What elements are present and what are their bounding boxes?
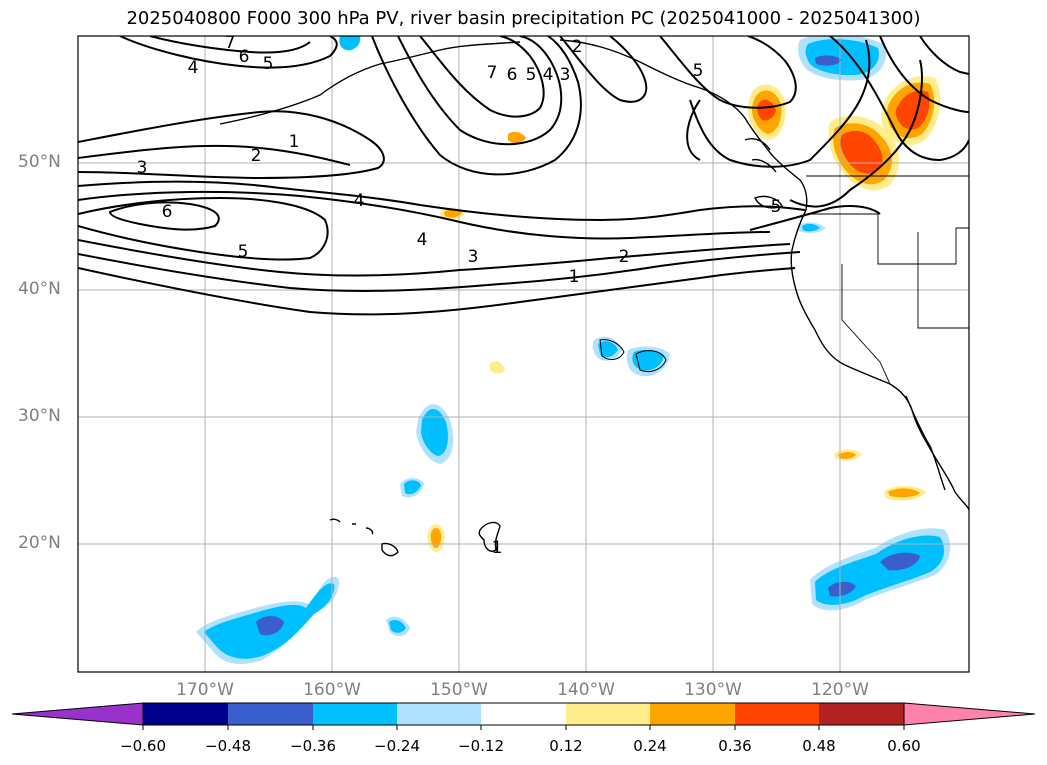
contour-label: 5 bbox=[263, 54, 274, 74]
precip-blob bbox=[339, 36, 361, 51]
precip-blob bbox=[421, 409, 448, 456]
colorbar-bin bbox=[143, 703, 228, 725]
lon-label: 140°W bbox=[557, 680, 615, 700]
contour-label: 4 bbox=[188, 58, 199, 78]
precip-blob bbox=[895, 90, 930, 130]
precip-blob bbox=[256, 616, 284, 636]
contour-label: 1 bbox=[492, 538, 503, 558]
borders bbox=[806, 175, 969, 385]
colorbar-tick-label: −0.24 bbox=[374, 737, 420, 755]
precip-blob bbox=[430, 527, 442, 548]
colorbar-extend-low bbox=[11, 702, 144, 726]
contour-label: 7 bbox=[225, 33, 236, 53]
contour-label: 5 bbox=[526, 65, 537, 85]
lat-label: 30°N bbox=[18, 406, 61, 426]
contour-label: 5 bbox=[238, 242, 249, 262]
contour-label: 5 bbox=[771, 197, 782, 217]
precip-blob bbox=[828, 581, 856, 597]
precip-blob bbox=[838, 452, 856, 459]
pv-contours bbox=[78, 36, 969, 316]
colorbar-bin bbox=[819, 703, 904, 725]
colorbar-tick-label: −0.36 bbox=[290, 737, 336, 755]
precip-blob bbox=[598, 341, 618, 358]
colorbar-tick-label: 0.48 bbox=[802, 737, 836, 755]
colorbar-bin bbox=[650, 703, 735, 725]
contour-label: 2 bbox=[619, 247, 630, 267]
contour-label: 3 bbox=[560, 65, 571, 85]
colorbar-tick-label: 0.12 bbox=[549, 737, 583, 755]
lat-label: 20°N bbox=[18, 533, 61, 553]
precip-blob bbox=[802, 223, 820, 232]
precip-blob bbox=[757, 99, 776, 121]
precip-blob bbox=[805, 39, 879, 76]
colorbar-bin bbox=[397, 703, 481, 725]
gridlines bbox=[78, 36, 969, 672]
colorbar-bin bbox=[313, 703, 397, 725]
contour-label: 4 bbox=[543, 65, 554, 85]
colorbar-bin bbox=[735, 703, 819, 725]
precip-blob bbox=[632, 349, 664, 371]
map-frame bbox=[77, 35, 970, 673]
lon-label: 160°W bbox=[303, 680, 361, 700]
precip-blob bbox=[888, 488, 920, 498]
lon-label: 120°W bbox=[811, 680, 869, 700]
contour-label: 3 bbox=[468, 247, 479, 267]
lon-label: 170°W bbox=[176, 680, 234, 700]
precip-blob bbox=[389, 620, 406, 633]
precip-blob bbox=[490, 361, 505, 374]
map-title: 2025040800 F000 300 hPa PV, river basin … bbox=[126, 8, 921, 29]
colorbar bbox=[11, 702, 1036, 730]
contour-label: 6 bbox=[507, 65, 518, 85]
lon-label: 130°W bbox=[684, 680, 742, 700]
precip-blob bbox=[815, 55, 842, 66]
colorbar-tick-label: 0.24 bbox=[633, 737, 667, 755]
colorbar-tick-label: −0.48 bbox=[205, 737, 251, 755]
lat-label: 50°N bbox=[18, 152, 61, 172]
contour-label: 2 bbox=[572, 37, 583, 57]
colorbar-bin bbox=[228, 703, 313, 725]
contour-label: 5 bbox=[693, 61, 704, 81]
contour-label: 6 bbox=[162, 202, 173, 222]
contour-labels: 7 6 5 4 1 2 3 6 5 4 3 2 1 7 6 5 4 3 2 4 … bbox=[137, 33, 782, 558]
colorbar-tick-label: 0.60 bbox=[887, 737, 921, 755]
precip-blob bbox=[880, 552, 920, 571]
precip-blob bbox=[444, 209, 462, 218]
precip-shading bbox=[196, 36, 951, 665]
contour-label: 7 bbox=[487, 63, 498, 83]
contour-label: 3 bbox=[137, 158, 148, 178]
contour-label: 4 bbox=[417, 230, 428, 250]
colorbar-bin bbox=[481, 703, 566, 725]
lon-label: 150°W bbox=[430, 680, 488, 700]
contour-label: 1 bbox=[569, 267, 580, 287]
contour-label: 1 bbox=[289, 132, 300, 152]
contour-label: 6 bbox=[239, 47, 250, 67]
colorbar-tick-label: −0.60 bbox=[120, 737, 166, 755]
precip-blob bbox=[404, 480, 421, 495]
colorbar-tick-label: 0.36 bbox=[718, 737, 752, 755]
colorbar-tick-label: −0.12 bbox=[458, 737, 504, 755]
precip-blob bbox=[508, 131, 526, 144]
colorbar-bin bbox=[566, 703, 650, 725]
contour-label: 4 bbox=[354, 191, 365, 211]
colorbar-extend-high bbox=[903, 702, 1036, 726]
contour-label: 2 bbox=[251, 146, 262, 166]
lat-label: 40°N bbox=[18, 279, 61, 299]
